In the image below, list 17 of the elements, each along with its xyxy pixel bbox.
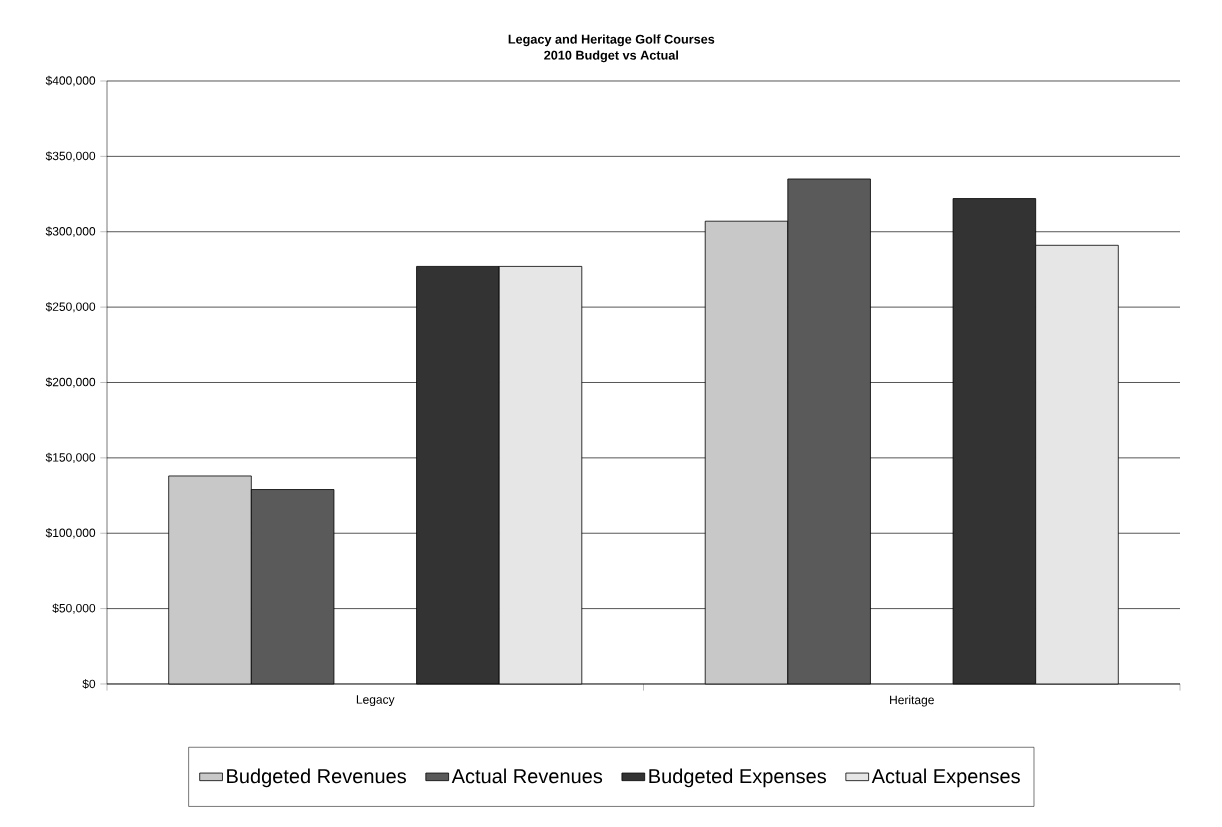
x-tick-label: Legacy (356, 695, 395, 707)
y-tick-label: $150,000 (45, 452, 96, 464)
legend-label: Budgeted Revenues (227, 768, 406, 788)
x-tick-label: Heritage (890, 695, 934, 707)
y-tick-label: $400,000 (45, 75, 96, 87)
legend-label: Actual Expenses (871, 768, 1020, 788)
legend-label: Actual Revenues (451, 768, 603, 784)
y-tick-label: $50,000 (52, 603, 96, 614)
chart-title: Legacy and Heritage Golf Courses (508, 34, 715, 47)
y-tick-label: $350,000 (45, 151, 96, 162)
y-tick-label: $300,000 (45, 226, 96, 237)
legend-label: Budgeted Expenses (649, 768, 827, 788)
y-tick-label: $250,000 (45, 301, 96, 313)
y-tick-label: $200,000 (45, 377, 96, 388)
y-tick-label: $0 (82, 679, 96, 689)
chart-subtitle: 2010 Budget vs Actual (544, 50, 678, 63)
y-tick-label: $100,000 (45, 528, 96, 539)
